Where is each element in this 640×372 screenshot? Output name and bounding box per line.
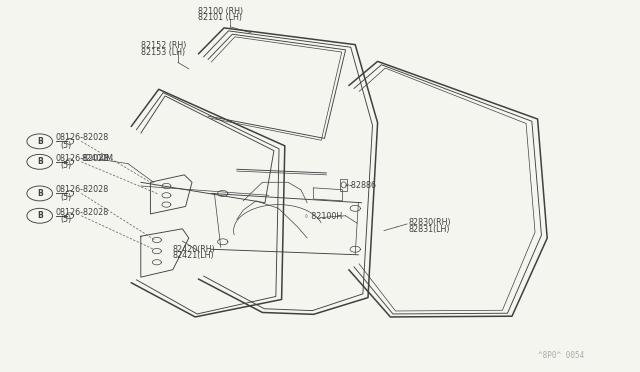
Text: 08126-82028: 08126-82028 bbox=[55, 208, 108, 217]
Text: ◦ 82100H: ◦ 82100H bbox=[304, 212, 342, 221]
Text: B: B bbox=[37, 211, 42, 220]
Text: (5): (5) bbox=[60, 141, 72, 150]
Text: (5): (5) bbox=[60, 161, 72, 170]
Text: 82830(RH): 82830(RH) bbox=[408, 218, 451, 227]
Text: B: B bbox=[37, 137, 42, 146]
Text: ^8P0^ 0054: ^8P0^ 0054 bbox=[538, 351, 584, 360]
Text: 82101 (LH): 82101 (LH) bbox=[198, 13, 243, 22]
Text: 82153 (LH): 82153 (LH) bbox=[141, 48, 185, 57]
Text: B: B bbox=[37, 189, 42, 198]
Text: 82420(RH): 82420(RH) bbox=[173, 245, 216, 254]
Text: -82886: -82886 bbox=[349, 181, 377, 190]
Text: 08126-82028: 08126-82028 bbox=[55, 133, 108, 142]
Text: 08126-82028: 08126-82028 bbox=[55, 185, 108, 194]
Text: B: B bbox=[37, 157, 42, 166]
Text: (5): (5) bbox=[60, 193, 72, 202]
Text: 08126-82028: 08126-82028 bbox=[55, 154, 108, 163]
Text: 82152 (RH): 82152 (RH) bbox=[141, 41, 186, 50]
Text: 82100 (RH): 82100 (RH) bbox=[198, 7, 244, 16]
Text: 82421(LH): 82421(LH) bbox=[173, 251, 214, 260]
Text: (5): (5) bbox=[60, 215, 72, 224]
Text: 82831(LH): 82831(LH) bbox=[408, 225, 450, 234]
Text: 82400M: 82400M bbox=[82, 154, 114, 163]
Bar bbox=[340, 179, 347, 191]
